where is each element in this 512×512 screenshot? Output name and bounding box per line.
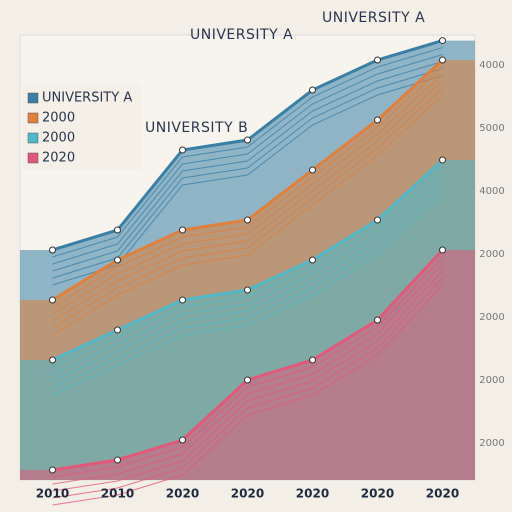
point [179, 226, 186, 234]
annotation: UNIVERSITY A [322, 10, 425, 26]
series-strand [52, 173, 443, 375]
legend-box [22, 84, 142, 170]
point [244, 136, 251, 144]
series-strand [52, 256, 443, 478]
point [439, 56, 446, 64]
series-strand [52, 80, 443, 322]
series-strand [52, 66, 443, 308]
right-label: 2000 [479, 312, 504, 323]
series-strand [52, 87, 443, 329]
x-tick-label: 2010 [36, 487, 69, 501]
x-tick-label: 2020 [361, 487, 394, 501]
point [374, 216, 381, 224]
point [309, 356, 316, 364]
plot [20, 37, 475, 506]
legend-label: 2000 [42, 131, 75, 146]
right-label: 5000 [479, 123, 504, 134]
series-area [20, 249, 475, 480]
point [179, 146, 186, 154]
x-tick-label: 2020 [231, 487, 264, 501]
point [374, 116, 381, 124]
point [114, 326, 121, 334]
point [439, 37, 446, 45]
legend-label: UNIVERSITY A [42, 91, 132, 106]
point [374, 316, 381, 324]
series-strand [52, 194, 443, 396]
legend-swatch [27, 152, 39, 164]
series-strand [52, 277, 443, 499]
right-label: 4000 [479, 186, 504, 197]
point [49, 246, 56, 254]
point [309, 256, 316, 264]
annotation: UNIVERSITY A [190, 27, 293, 43]
point [114, 256, 121, 264]
point [309, 86, 316, 94]
series-strand [52, 180, 443, 382]
point [179, 296, 186, 304]
series-strand [52, 187, 443, 389]
legend: UNIVERSITY A 2000 2000 2020 [22, 84, 142, 170]
legend-swatch [27, 132, 39, 144]
right-label: 2000 [479, 249, 504, 260]
series-strand [52, 270, 443, 492]
legend-label: 2000 [42, 111, 75, 126]
series-strand [52, 61, 443, 272]
series-strand [52, 54, 443, 265]
x-tick-label: 2020 [426, 487, 459, 501]
point [49, 466, 56, 474]
series-strand [52, 94, 443, 336]
point [309, 166, 316, 174]
x-tick-label: 2020 [166, 487, 199, 501]
right-label: 4000 [479, 60, 504, 71]
x-tick-label: 2020 [296, 487, 329, 501]
right-label: 2000 [479, 438, 504, 449]
point [439, 246, 446, 254]
series-strand [52, 73, 443, 315]
point [49, 296, 56, 304]
annotation: UNIVERSITY B [145, 120, 248, 136]
point [439, 156, 446, 164]
point [179, 436, 186, 444]
legend-swatch [27, 92, 39, 104]
right-label: 2000 [479, 375, 504, 386]
series-strand [52, 166, 443, 368]
legend-label: 2020 [42, 151, 75, 166]
x-tick-label: 2010 [101, 487, 134, 501]
series-strand [52, 47, 443, 258]
point [244, 286, 251, 294]
point [244, 216, 251, 224]
series-strand [52, 284, 443, 506]
legend-swatch [27, 112, 39, 124]
series-strand [52, 263, 443, 485]
point [244, 376, 251, 384]
point [49, 356, 56, 364]
point [114, 226, 121, 234]
point [114, 456, 121, 464]
point [374, 56, 381, 64]
